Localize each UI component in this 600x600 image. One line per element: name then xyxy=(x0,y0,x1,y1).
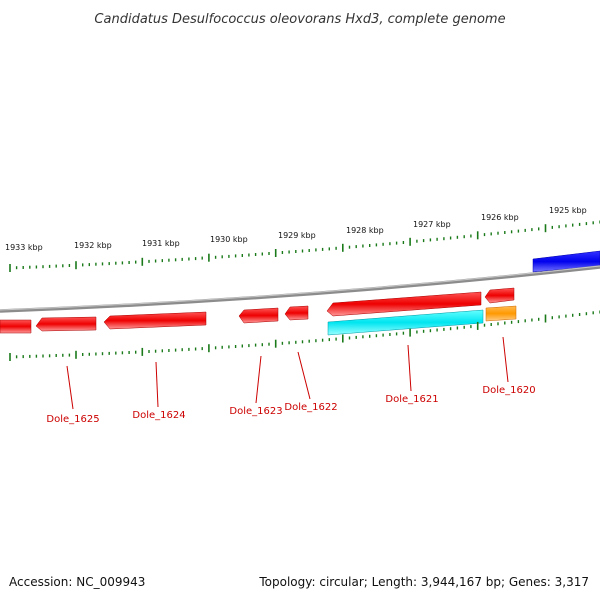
genome-summary-text: Topology: circular; Length: 3,944,167 bp… xyxy=(258,575,589,589)
gene-label-dole-1622[interactable]: Dole_1622 xyxy=(284,402,337,413)
gene-label-dole-1621[interactable]: Dole_1621 xyxy=(385,394,438,405)
kbp-label: 1925 kbp xyxy=(549,206,587,215)
lower-ruler xyxy=(9,310,600,361)
gene-feature-dole-1624[interactable] xyxy=(103,311,207,330)
gene-label-dole-1625[interactable]: Dole_1625 xyxy=(46,414,99,425)
kbp-labels: 1933 kbp 1932 kbp 1931 kbp 1930 kbp 1929… xyxy=(5,206,587,252)
kbp-label: 1927 kbp xyxy=(413,220,451,229)
label-leader-line xyxy=(297,351,311,400)
kbp-label: 1931 kbp xyxy=(142,239,180,248)
upper-ruler xyxy=(9,220,600,272)
kbp-label: 1928 kbp xyxy=(346,226,384,235)
kbp-label: 1930 kbp xyxy=(210,235,248,244)
gene-label-dole-1624[interactable]: Dole_1624 xyxy=(132,410,185,421)
gene-label-dole-1623[interactable]: Dole_1623 xyxy=(229,406,282,417)
kbp-label: 1926 kbp xyxy=(481,213,519,222)
label-leader-line xyxy=(66,365,74,410)
label-leader-line xyxy=(155,361,159,408)
gene-feature-dole-1621[interactable] xyxy=(326,291,482,317)
genome-line xyxy=(0,265,600,313)
map-title: Candidatus Desulfococcus oleovorans Hxd3… xyxy=(94,12,505,27)
genome-line-highlight xyxy=(0,265,600,311)
gene-feature-dole-1622[interactable] xyxy=(284,305,309,321)
feature-blue[interactable] xyxy=(532,250,600,273)
label-leader-line xyxy=(407,344,412,392)
gene-features xyxy=(0,287,517,336)
kbp-label: 1929 kbp xyxy=(278,231,316,240)
kbp-label: 1933 kbp xyxy=(5,243,43,252)
gene-feature-dole-1620[interactable] xyxy=(484,287,515,304)
gene-label-lines xyxy=(66,336,509,410)
gene-feature-dole-1623[interactable] xyxy=(238,307,279,324)
feature-orange[interactable] xyxy=(485,305,517,322)
accession-text: Accession: NC_009943 xyxy=(9,575,145,589)
gene-feature-dole-1624a[interactable] xyxy=(35,316,97,332)
label-leader-line xyxy=(255,355,262,404)
kbp-label: 1932 kbp xyxy=(74,241,112,250)
feature-cyan[interactable] xyxy=(327,309,484,336)
gene-feature-dole-1625[interactable] xyxy=(0,319,32,334)
gene-label-dole-1620[interactable]: Dole_1620 xyxy=(482,385,535,396)
label-leader-line xyxy=(502,336,509,383)
gene-labels: Dole_1625 Dole_1624 Dole_1623 Dole_1622 … xyxy=(46,385,535,425)
